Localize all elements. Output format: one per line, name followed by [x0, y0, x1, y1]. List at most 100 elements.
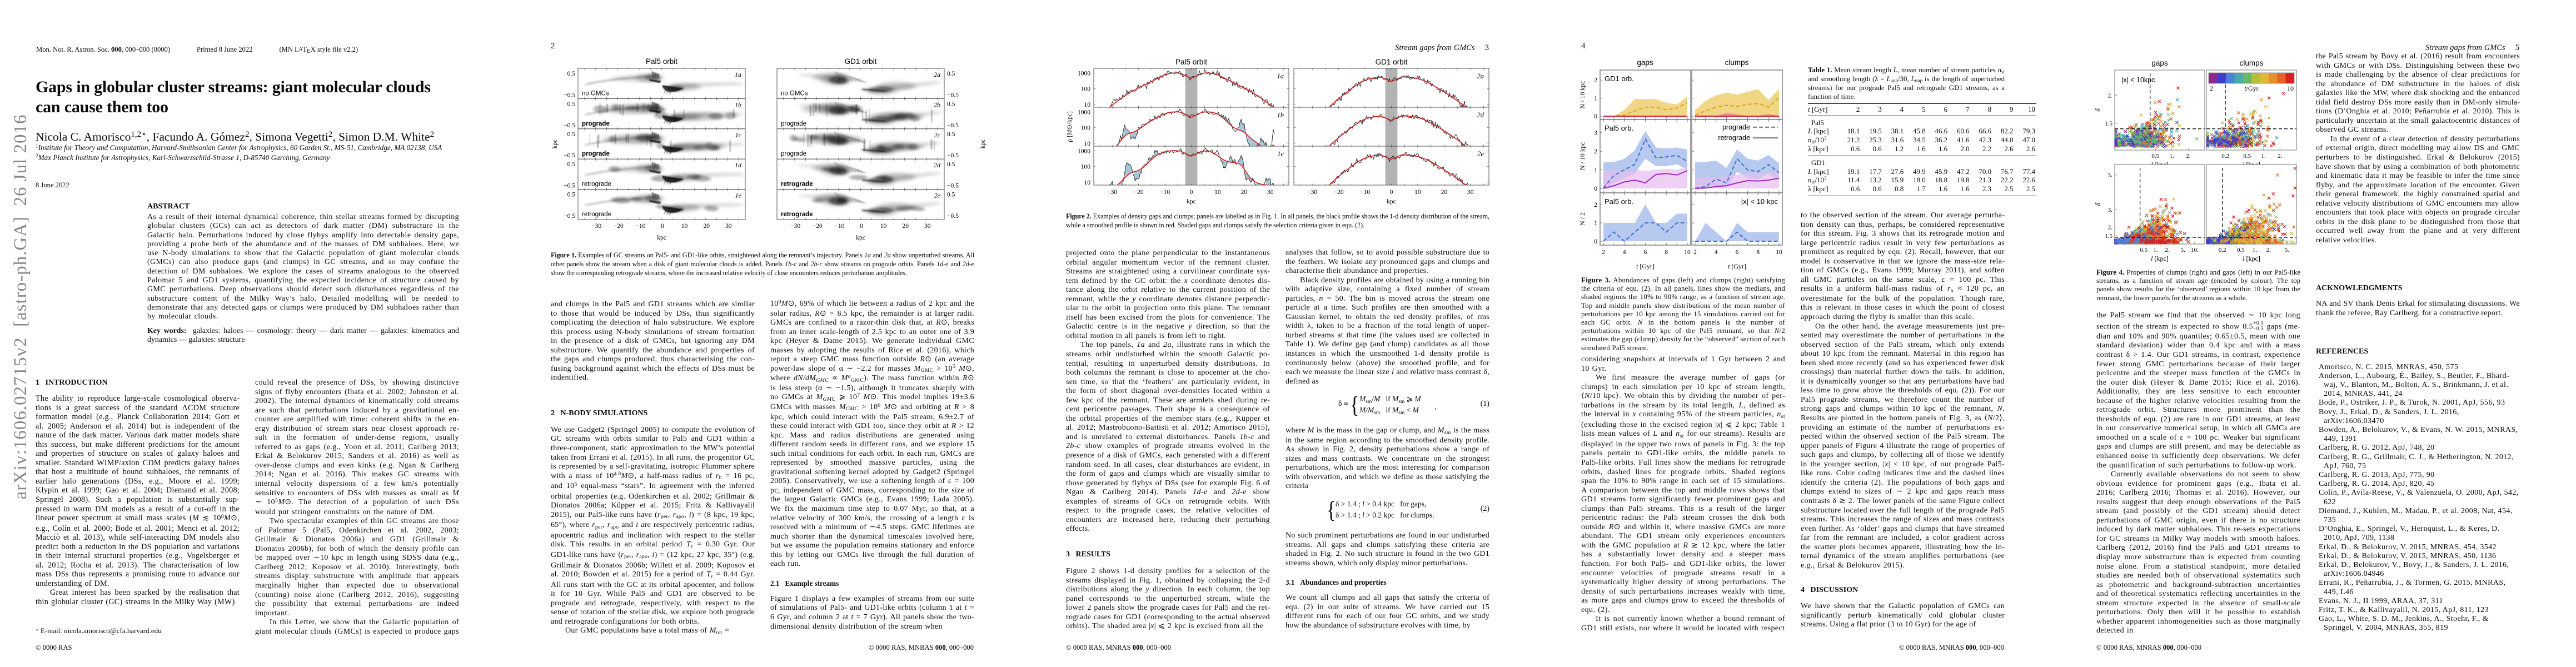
svg-text:10: 10: [1414, 189, 1421, 196]
svg-text:0.5: 0.5: [2243, 153, 2251, 160]
svg-text:20: 20: [703, 223, 710, 230]
svg-text:retrograde: retrograde: [582, 211, 611, 218]
svg-text:1000: 1000: [1078, 148, 1090, 155]
svg-text:−20: −20: [614, 223, 624, 230]
svg-text:30: 30: [1467, 189, 1474, 196]
svg-text:0: 0: [1594, 186, 1597, 192]
svg-text:0.5: 0.5: [2151, 153, 2159, 160]
svg-text:retrograde: retrograde: [781, 211, 813, 218]
svg-text:kpc: kpc: [980, 140, 986, 149]
svg-text:20: 20: [1241, 189, 1248, 196]
svg-text:8: 8: [1665, 249, 1668, 256]
svg-text:30: 30: [924, 223, 931, 230]
svg-text:0.5: 0.5: [947, 71, 955, 77]
svg-text:2: 2: [1594, 77, 1597, 84]
svg-text:1: 1: [1594, 167, 1597, 174]
svg-text:kpc: kpc: [1387, 198, 1396, 205]
svg-text:20: 20: [1441, 189, 1448, 196]
svg-text:2.: 2.: [2108, 224, 2113, 231]
svg-text:−20: −20: [1134, 189, 1144, 196]
svg-text:10: 10: [1776, 249, 1782, 256]
svg-text:4: 4: [1715, 249, 1718, 256]
svg-text:−20: −20: [813, 223, 823, 230]
svg-text:1.: 1.: [2253, 247, 2258, 253]
svg-text:N / 10 kpc: N / 10 kpc: [1579, 81, 1586, 108]
svg-text:gaps: gaps: [1637, 58, 1653, 67]
svg-text:GD1 orbit: GD1 orbit: [845, 57, 877, 66]
svg-text:−0.5: −0.5: [947, 92, 959, 98]
svg-text:gaps: gaps: [2151, 59, 2168, 67]
svg-text:−10: −10: [635, 223, 645, 230]
svg-text:0: 0: [1190, 189, 1193, 196]
svg-text:GD1 orb.: GD1 orb.: [1605, 74, 1634, 83]
svg-text:2e: 2e: [934, 192, 941, 200]
svg-text:2: 2: [2210, 84, 2213, 92]
svg-text:0.5: 0.5: [2140, 247, 2148, 253]
svg-text:2.: 2.: [2108, 92, 2113, 99]
svg-text:1e: 1e: [735, 192, 742, 200]
svg-text:Pal5 orbit: Pal5 orbit: [1175, 58, 1207, 66]
svg-text:0: 0: [661, 223, 664, 230]
svg-text:−10: −10: [834, 223, 844, 230]
svg-text:2: 2: [1594, 202, 1597, 208]
svg-text:N / 10 kpc: N / 10 kpc: [1579, 142, 1586, 170]
svg-text:kpc: kpc: [552, 140, 559, 149]
svg-text:−30: −30: [591, 223, 601, 230]
svg-text:prograde: prograde: [781, 121, 806, 127]
svg-text:2b: 2b: [934, 101, 940, 108]
svg-text:0: 0: [860, 223, 863, 230]
svg-text:0.2: 0.2: [2219, 247, 2226, 253]
svg-text:retrograde: retrograde: [781, 181, 813, 188]
svg-text:1d: 1d: [735, 161, 742, 169]
svg-text:0.5: 0.5: [567, 101, 576, 107]
svg-text:1: 1: [1594, 96, 1597, 102]
svg-text:−30: −30: [1107, 189, 1117, 196]
svg-text:1a: 1a: [1277, 72, 1284, 80]
svg-text:100: 100: [1081, 86, 1091, 93]
svg-text:0.5: 0.5: [947, 101, 955, 107]
svg-text:1.: 1.: [2170, 153, 2175, 160]
svg-text:0: 0: [1390, 189, 1393, 196]
svg-text:100: 100: [1081, 125, 1091, 132]
svg-text:−20: −20: [1334, 189, 1344, 196]
svg-text:3: 3: [1594, 130, 1597, 137]
svg-text:2.: 2.: [2266, 247, 2271, 253]
svg-text:1: 1: [1594, 220, 1597, 227]
svg-text:Pal5 orbit: Pal5 orbit: [646, 57, 677, 66]
svg-text:0: 0: [1594, 238, 1597, 245]
svg-text:10: 10: [1084, 141, 1091, 147]
svg-text:−10: −10: [1160, 189, 1170, 196]
svg-text:0: 0: [1594, 113, 1597, 120]
svg-text:prograde: prograde: [1722, 123, 1750, 131]
svg-text:0.5: 0.5: [567, 161, 576, 168]
svg-text:1b: 1b: [1277, 111, 1284, 119]
svg-text:1000: 1000: [1078, 109, 1090, 116]
svg-text:t [Gyr]: t [Gyr]: [1728, 262, 1746, 270]
svg-text:clumps: clumps: [1725, 58, 1749, 67]
svg-text:−0.5: −0.5: [564, 213, 575, 220]
svg-text:no GMCs: no GMCs: [781, 90, 808, 97]
svg-text:2: 2: [1594, 148, 1597, 155]
svg-text:2d: 2d: [1477, 111, 1484, 119]
svg-text:1a: 1a: [735, 71, 741, 78]
svg-text:|x| < 10kpc: |x| < 10kpc: [2121, 76, 2155, 84]
svg-text:prograde: prograde: [582, 151, 610, 157]
svg-text:−0.5: −0.5: [564, 122, 575, 129]
svg-text:4: 4: [1623, 249, 1626, 256]
svg-text:5.: 5.: [2285, 247, 2290, 253]
svg-text:−0.5: −0.5: [564, 152, 575, 159]
svg-text:clumps: clumps: [2240, 59, 2264, 67]
svg-text:−0.5: −0.5: [947, 122, 959, 129]
svg-text:N / 2: N / 2: [1579, 212, 1586, 226]
svg-text:1.: 1.: [2261, 153, 2266, 160]
svg-text:0.5: 0.5: [947, 192, 955, 198]
svg-text:−0.5: −0.5: [947, 213, 959, 220]
svg-text:1c: 1c: [735, 131, 742, 139]
svg-text:2a: 2a: [934, 71, 940, 78]
svg-text:0.5: 0.5: [567, 192, 576, 198]
svg-text:2a: 2a: [1477, 72, 1484, 80]
svg-text:2d: 2d: [934, 161, 941, 169]
svg-text:30: 30: [1267, 189, 1274, 196]
svg-text:2e: 2e: [1477, 150, 1484, 158]
svg-text:retrograde: retrograde: [582, 181, 611, 188]
